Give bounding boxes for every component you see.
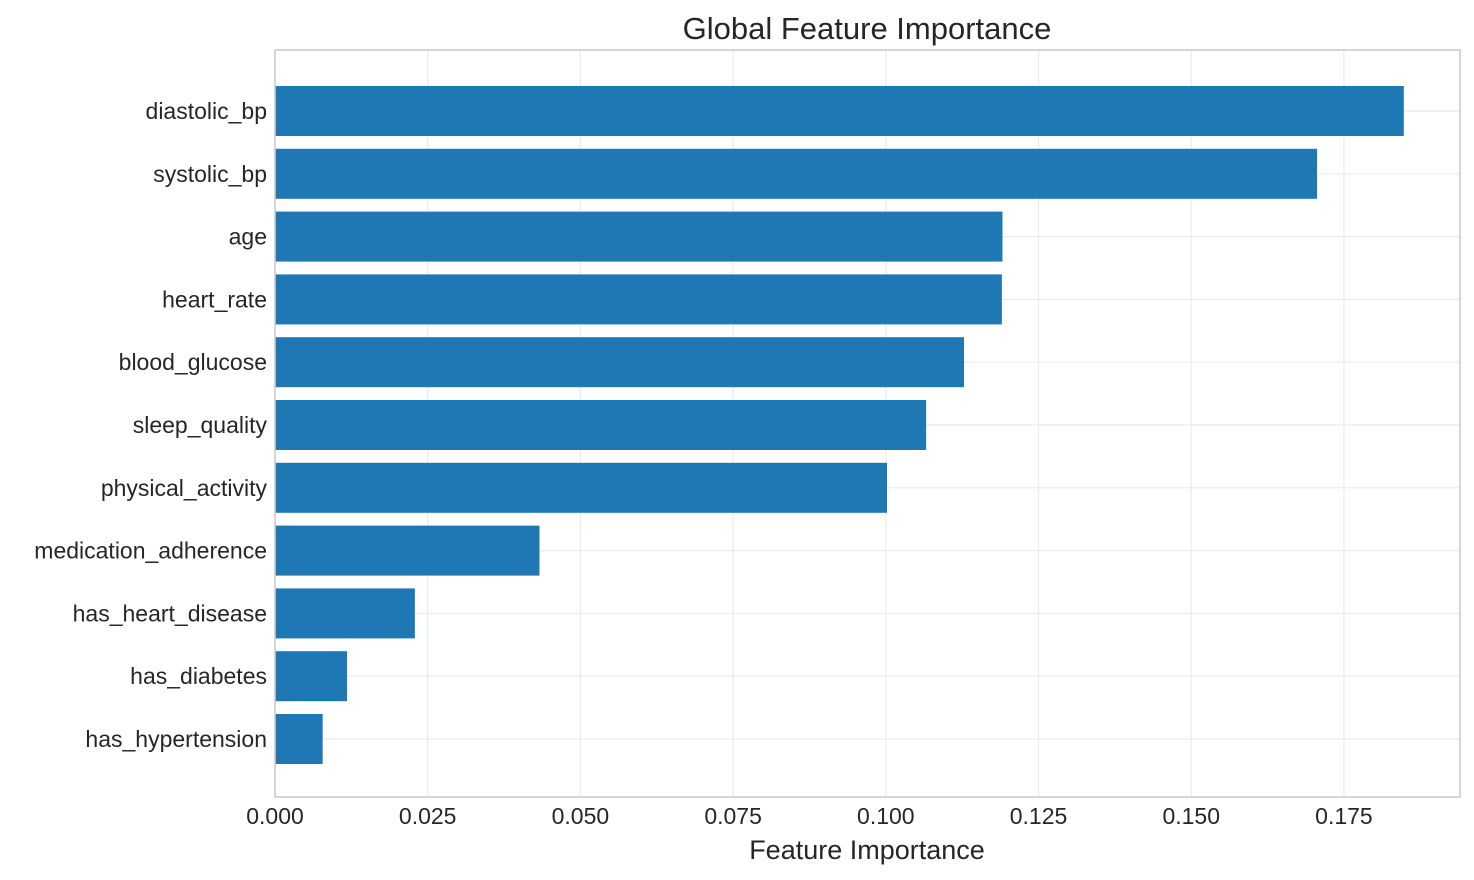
bar-medication-adherence: [275, 525, 540, 576]
y-category-label: age: [229, 224, 267, 250]
bar-has-hypertension: [275, 714, 323, 764]
chart-title: Global Feature Importance: [683, 11, 1052, 46]
x-tick-labels: 0.000 0.025 0.050 0.075 0.100 0.125 0.150 0.175: [246, 803, 1373, 829]
y-category-label: sleep_quality: [133, 412, 268, 438]
x-tick-label: 0.000: [246, 803, 304, 829]
y-category-label: diastolic_bp: [146, 98, 267, 124]
bar-age: [275, 211, 1003, 262]
bar-physical-activity: [275, 462, 888, 513]
x-axis-label: Feature Importance: [749, 835, 985, 865]
bar-blood-glucose: [275, 337, 965, 388]
x-tick-label: 0.025: [399, 803, 457, 829]
y-category-label: has_heart_disease: [73, 600, 267, 626]
bars: [275, 86, 1404, 764]
y-category-label: systolic_bp: [153, 161, 267, 187]
plot-frame: [274, 49, 1461, 798]
y-category-label: has_hypertension: [85, 726, 267, 752]
y-category-label: blood_glucose: [119, 349, 267, 375]
y-category-label: medication_adherence: [34, 538, 267, 564]
bar-diastolic-bp: [275, 86, 1404, 136]
bar-has-heart-disease: [275, 588, 415, 639]
x-tick-label: 0.150: [1162, 803, 1220, 829]
bar-heart-rate: [275, 274, 1002, 325]
bar-systolic-bp: [275, 148, 1318, 199]
y-category-label: physical_activity: [101, 475, 268, 501]
bar-has-diabetes: [275, 651, 348, 702]
x-tick-label: 0.075: [704, 803, 762, 829]
x-tick-label: 0.100: [857, 803, 915, 829]
y-category-label: heart_rate: [162, 286, 267, 312]
bar-sleep-quality: [275, 400, 927, 450]
x-tick-label: 0.125: [1010, 803, 1068, 829]
x-tick-label: 0.175: [1315, 803, 1373, 829]
y-category-label: has_diabetes: [130, 663, 267, 689]
x-tick-label: 0.050: [552, 803, 610, 829]
